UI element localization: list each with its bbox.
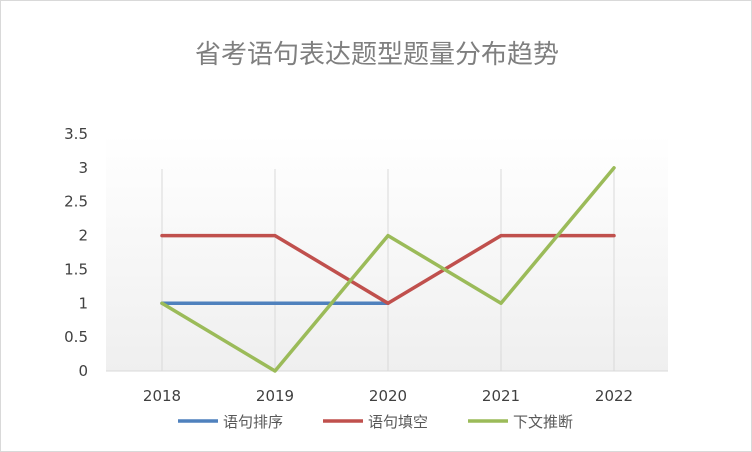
legend-label-0: 语句排序 (223, 413, 283, 431)
y-tick-label: 0 (78, 362, 88, 380)
y-tick-label: 1 (78, 294, 88, 312)
legend-label-1: 语句填空 (368, 413, 428, 431)
x-tick-label: 2018 (143, 387, 181, 405)
x-tick-label: 2019 (256, 387, 294, 405)
gridlines (106, 169, 668, 372)
x-axis-ticks: 2018 2019 2020 2021 2022 (143, 387, 633, 405)
plot-area-background (106, 134, 668, 371)
x-tick-label: 2021 (482, 387, 520, 405)
chart-title: 省考语句表达题型题量分布趋势 (195, 40, 559, 70)
legend-label-2: 下文推断 (513, 413, 573, 431)
y-tick-label: 2.5 (64, 193, 88, 211)
series-lines (160, 166, 616, 373)
y-axis-ticks: 0 0.5 1 1.5 2 2.5 3 3.5 (64, 125, 88, 380)
series-line-1 (160, 233, 616, 306)
y-tick-label: 2 (78, 227, 88, 245)
series-line-2 (160, 166, 616, 373)
y-tick-label: 1.5 (64, 260, 88, 278)
x-tick-label: 2020 (369, 387, 407, 405)
y-tick-label: 0.5 (64, 328, 88, 346)
x-tick-label: 2022 (595, 387, 633, 405)
y-tick-label: 3 (78, 159, 88, 177)
y-tick-label: 3.5 (64, 125, 88, 143)
legend: 语句排序 语句填空 下文推断 (178, 413, 573, 431)
